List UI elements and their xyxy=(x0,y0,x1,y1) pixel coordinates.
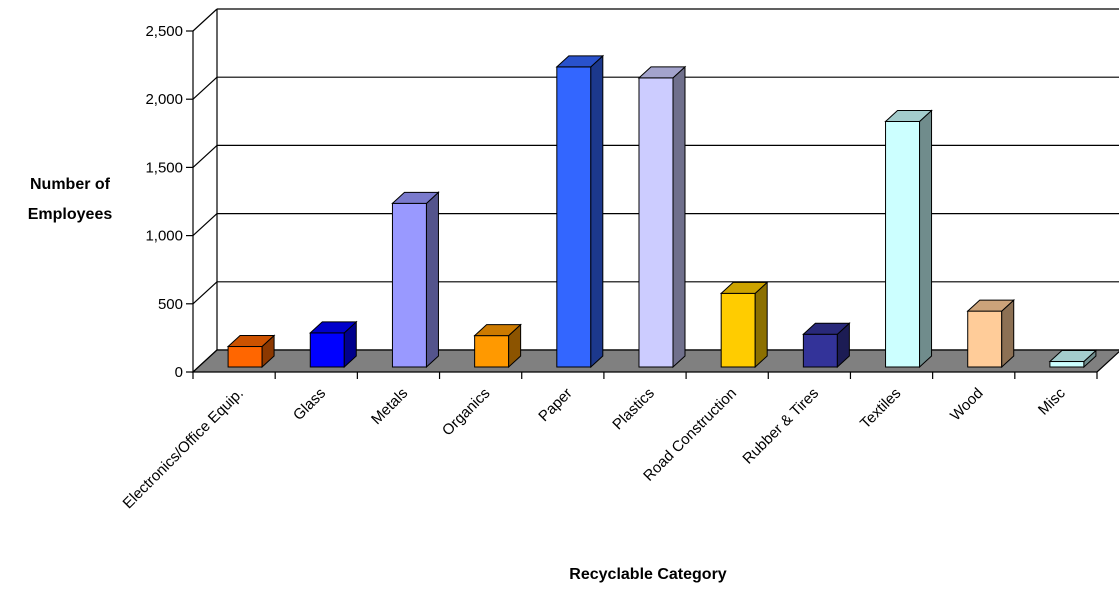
bar-top xyxy=(719,281,769,294)
bar-top xyxy=(473,324,522,337)
bar-top xyxy=(637,66,687,79)
y-tick-label: 1,000 xyxy=(145,228,183,245)
bar xyxy=(555,54,605,369)
bar-top xyxy=(226,335,276,348)
bar xyxy=(637,65,687,369)
bar-top xyxy=(391,191,440,204)
bar-front xyxy=(802,333,838,368)
bar-front xyxy=(885,120,921,368)
bar-top xyxy=(1048,350,1098,363)
x-tick-label: Paper xyxy=(535,385,575,425)
bar-front xyxy=(391,202,427,368)
chart-walls xyxy=(192,9,218,372)
bar xyxy=(226,334,276,369)
bar-side xyxy=(590,54,604,369)
x-axis-labels: Electronics/Office Equip. Glass Metals Orga… xyxy=(120,384,1070,512)
x-tick-label: Glass xyxy=(290,385,329,424)
bar-side xyxy=(1001,298,1015,369)
y-tick-label: 0 xyxy=(175,364,183,381)
bar xyxy=(391,191,440,369)
x-tick-label: Textiles xyxy=(857,385,904,432)
x-tick-label: Electronics/Office Equip. xyxy=(120,385,247,512)
bar-top xyxy=(555,55,605,68)
y-axis-title-line2: Employees xyxy=(28,206,113,223)
y-tick-label: 500 xyxy=(158,296,183,313)
side-gridline xyxy=(192,8,218,32)
x-tick-label: Metals xyxy=(368,385,411,428)
side-gridline xyxy=(192,144,218,168)
side-gridline xyxy=(192,281,218,305)
bar xyxy=(966,298,1016,369)
y-axis-title-line1: Number of xyxy=(30,176,111,193)
bar xyxy=(1048,349,1098,369)
bar xyxy=(884,109,933,369)
y-axis-ticks: 0 500 1,000 1,500 2,000 2,500 xyxy=(145,23,183,381)
bar-front xyxy=(638,77,674,368)
y-tick-label: 2,500 xyxy=(145,23,183,40)
bar xyxy=(473,323,522,369)
bar-front xyxy=(720,292,756,368)
y-tick-label: 1,500 xyxy=(145,159,183,176)
bar-front xyxy=(227,346,263,368)
bar-side xyxy=(754,281,768,369)
bar-top xyxy=(802,322,851,335)
bar-front xyxy=(474,335,510,368)
bar-side xyxy=(672,65,686,369)
bar-side xyxy=(425,191,439,369)
bar xyxy=(802,322,851,369)
x-tick-label: Wood xyxy=(947,385,987,425)
x-tick-label: Rubber & Tires xyxy=(739,385,822,468)
bar xyxy=(719,281,769,369)
side-gridline xyxy=(192,76,218,100)
bar xyxy=(308,320,358,369)
bars xyxy=(226,54,1098,369)
y-tick-label: 2,000 xyxy=(145,91,183,108)
bar-front xyxy=(556,66,592,368)
bar-top xyxy=(966,299,1016,312)
bar-front xyxy=(1049,361,1085,368)
x-tick-label: Misc xyxy=(1035,384,1069,418)
bar-top xyxy=(884,109,933,122)
bar-front xyxy=(967,310,1003,368)
x-tick-label: Organics xyxy=(439,385,493,439)
bar-front xyxy=(309,332,345,368)
bar-side xyxy=(919,109,933,369)
bar-top xyxy=(308,321,358,334)
x-tick-label: Plastics xyxy=(609,385,658,434)
x-tick-label: Road Construction xyxy=(640,385,740,485)
x-axis-title: Recyclable Category xyxy=(569,566,727,583)
side-gridline xyxy=(192,213,218,237)
